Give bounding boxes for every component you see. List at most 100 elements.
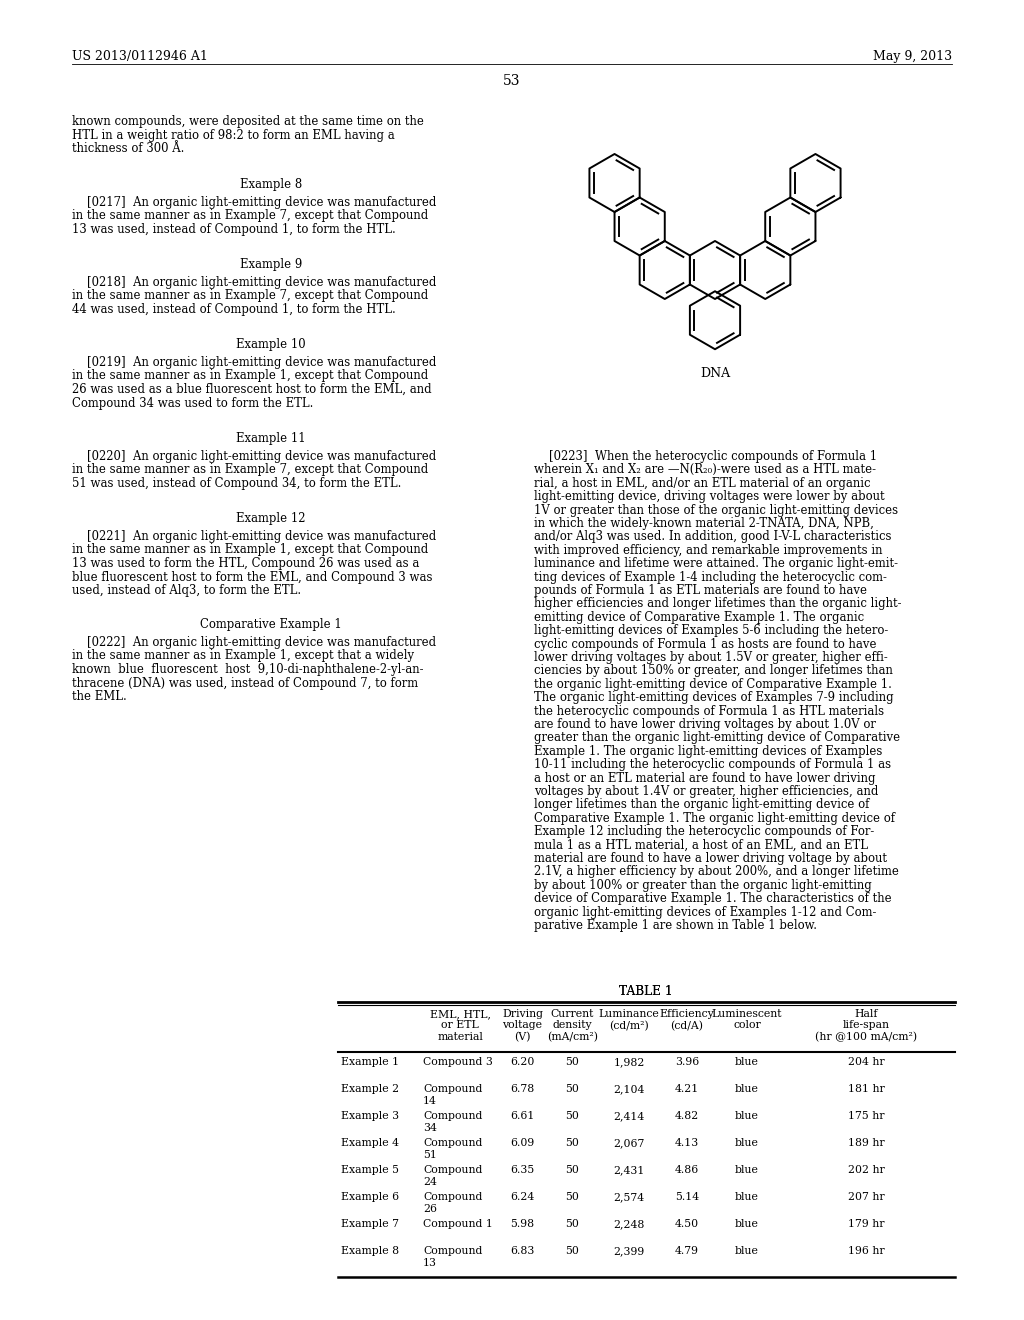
Text: Driving: Driving xyxy=(502,1008,543,1019)
Text: a host or an ETL material are found to have lower driving: a host or an ETL material are found to h… xyxy=(534,772,876,784)
Text: pounds of Formula 1 as ETL materials are found to have: pounds of Formula 1 as ETL materials are… xyxy=(534,583,867,597)
Text: May 9, 2013: May 9, 2013 xyxy=(872,50,952,63)
Text: 4.21: 4.21 xyxy=(675,1084,699,1094)
Text: are found to have lower driving voltages by about 1.0V or: are found to have lower driving voltages… xyxy=(534,718,876,731)
Text: 204 hr: 204 hr xyxy=(848,1057,885,1067)
Text: Example 8: Example 8 xyxy=(240,178,302,191)
Text: [0222]  An organic light-emitting device was manufactured: [0222] An organic light-emitting device … xyxy=(72,636,436,649)
Text: 13 was used, instead of Compound 1, to form the HTL.: 13 was used, instead of Compound 1, to f… xyxy=(72,223,395,236)
Text: the heterocyclic compounds of Formula 1 as HTL materials: the heterocyclic compounds of Formula 1 … xyxy=(534,705,884,718)
Text: ciencies by about 150% or greater, and longer lifetimes than: ciencies by about 150% or greater, and l… xyxy=(534,664,893,677)
Text: US 2013/0112946 A1: US 2013/0112946 A1 xyxy=(72,50,208,63)
Text: 4.79: 4.79 xyxy=(675,1246,699,1257)
Text: [0219]  An organic light-emitting device was manufactured: [0219] An organic light-emitting device … xyxy=(72,356,436,370)
Text: The organic light-emitting devices of Examples 7-9 including: The organic light-emitting devices of Ex… xyxy=(534,692,894,704)
Text: 1,982: 1,982 xyxy=(613,1057,645,1067)
Text: 26 was used as a blue fluorescent host to form the EML, and: 26 was used as a blue fluorescent host t… xyxy=(72,383,432,396)
Text: light-emitting device, driving voltages were lower by about: light-emitting device, driving voltages … xyxy=(534,490,885,503)
Text: light-emitting devices of Examples 5-6 including the hetero-: light-emitting devices of Examples 5-6 i… xyxy=(534,624,888,638)
Text: blue: blue xyxy=(735,1166,759,1175)
Text: mula 1 as a HTL material, a host of an EML, and an ETL: mula 1 as a HTL material, a host of an E… xyxy=(534,838,868,851)
Text: blue: blue xyxy=(735,1111,759,1121)
Text: material are found to have a lower driving voltage by about: material are found to have a lower drivi… xyxy=(534,851,887,865)
Text: blue: blue xyxy=(735,1246,759,1257)
Text: [0218]  An organic light-emitting device was manufactured: [0218] An organic light-emitting device … xyxy=(72,276,436,289)
Text: (V): (V) xyxy=(514,1032,530,1043)
Text: 4.82: 4.82 xyxy=(675,1111,699,1121)
Text: 189 hr: 189 hr xyxy=(848,1138,885,1148)
Text: 6.83: 6.83 xyxy=(510,1246,535,1257)
Text: 10-11 including the heterocyclic compounds of Formula 1 as: 10-11 including the heterocyclic compoun… xyxy=(534,758,891,771)
Text: blue: blue xyxy=(735,1192,759,1203)
Text: Example 6: Example 6 xyxy=(341,1192,399,1203)
Text: blue: blue xyxy=(735,1138,759,1148)
Text: DNA: DNA xyxy=(700,367,730,380)
Text: Example 1. The organic light-emitting devices of Examples: Example 1. The organic light-emitting de… xyxy=(534,744,883,758)
Text: the organic light-emitting device of Comparative Example 1.: the organic light-emitting device of Com… xyxy=(534,677,892,690)
Text: in the same manner as in Example 1, except that a widely: in the same manner as in Example 1, exce… xyxy=(72,649,414,663)
Text: density: density xyxy=(553,1020,592,1031)
Text: rial, a host in EML, and/or an ETL material of an organic: rial, a host in EML, and/or an ETL mater… xyxy=(534,477,870,490)
Text: thickness of 300 Å.: thickness of 300 Å. xyxy=(72,143,184,154)
Text: the EML.: the EML. xyxy=(72,690,127,704)
Text: greater than the organic light-emitting device of Comparative: greater than the organic light-emitting … xyxy=(534,731,900,744)
Text: Example 9: Example 9 xyxy=(240,257,302,271)
Text: 179 hr: 179 hr xyxy=(848,1218,885,1229)
Text: ting devices of Example 1-4 including the heterocyclic com-: ting devices of Example 1-4 including th… xyxy=(534,570,887,583)
Text: 50: 50 xyxy=(565,1057,580,1067)
Text: (cd/A): (cd/A) xyxy=(671,1020,703,1031)
Text: Example 5: Example 5 xyxy=(341,1166,399,1175)
Text: 2,431: 2,431 xyxy=(613,1166,645,1175)
Text: 44 was used, instead of Compound 1, to form the HTL.: 44 was used, instead of Compound 1, to f… xyxy=(72,304,395,315)
Text: in which the widely-known material 2-TNATA, DNA, NPB,: in which the widely-known material 2-TNA… xyxy=(534,517,873,531)
Text: 1V or greater than those of the organic light-emitting devices: 1V or greater than those of the organic … xyxy=(534,504,898,516)
Text: 196 hr: 196 hr xyxy=(848,1246,885,1257)
Text: Compound: Compound xyxy=(423,1111,482,1121)
Text: thracene (DNA) was used, instead of Compound 7, to form: thracene (DNA) was used, instead of Comp… xyxy=(72,676,418,689)
Text: 5.98: 5.98 xyxy=(510,1218,535,1229)
Text: 50: 50 xyxy=(565,1246,580,1257)
Text: 2,399: 2,399 xyxy=(613,1246,645,1257)
Text: device of Comparative Example 1. The characteristics of the: device of Comparative Example 1. The cha… xyxy=(534,892,892,906)
Text: 2,574: 2,574 xyxy=(613,1192,644,1203)
Text: Example 4: Example 4 xyxy=(341,1138,399,1148)
Text: in the same manner as in Example 7, except that Compound: in the same manner as in Example 7, exce… xyxy=(72,210,428,223)
Text: known compounds, were deposited at the same time on the: known compounds, were deposited at the s… xyxy=(72,115,424,128)
Text: in the same manner as in Example 1, except that Compound: in the same manner as in Example 1, exce… xyxy=(72,370,428,383)
Text: in the same manner as in Example 7, except that Compound: in the same manner as in Example 7, exce… xyxy=(72,463,428,477)
Text: 34: 34 xyxy=(423,1123,437,1133)
Text: Example 12: Example 12 xyxy=(237,512,306,525)
Text: Compound 3: Compound 3 xyxy=(423,1057,493,1067)
Text: Current: Current xyxy=(551,1008,594,1019)
Text: blue fluorescent host to form the EML, and Compound 3 was: blue fluorescent host to form the EML, a… xyxy=(72,570,432,583)
Text: EML, HTL,: EML, HTL, xyxy=(429,1008,490,1019)
Text: 26: 26 xyxy=(423,1204,437,1214)
Text: Comparative Example 1: Comparative Example 1 xyxy=(200,618,342,631)
Text: voltage: voltage xyxy=(503,1020,543,1031)
Text: Half: Half xyxy=(855,1008,879,1019)
Text: 6.78: 6.78 xyxy=(510,1084,535,1094)
Text: 53: 53 xyxy=(503,74,521,88)
Text: 50: 50 xyxy=(565,1192,580,1203)
Text: material: material xyxy=(437,1032,483,1041)
Text: in the same manner as in Example 7, except that Compound: in the same manner as in Example 7, exce… xyxy=(72,289,428,302)
Text: 181 hr: 181 hr xyxy=(848,1084,885,1094)
Text: luminance and lifetime were attained. The organic light-emit-: luminance and lifetime were attained. Th… xyxy=(534,557,898,570)
Text: cyclic compounds of Formula 1 as hosts are found to have: cyclic compounds of Formula 1 as hosts a… xyxy=(534,638,877,651)
Text: Comparative Example 1. The organic light-emitting device of: Comparative Example 1. The organic light… xyxy=(534,812,895,825)
Text: 5.14: 5.14 xyxy=(675,1192,699,1203)
Text: Example 2: Example 2 xyxy=(341,1084,399,1094)
Text: (mA/cm²): (mA/cm²) xyxy=(547,1032,598,1043)
Text: Compound: Compound xyxy=(423,1192,482,1203)
Text: known  blue  fluorescent  host  9,10-di-naphthalene-2-yl-an-: known blue fluorescent host 9,10-di-naph… xyxy=(72,663,424,676)
Text: 2,104: 2,104 xyxy=(613,1084,645,1094)
Text: 14: 14 xyxy=(423,1096,437,1106)
Text: 3.96: 3.96 xyxy=(675,1057,699,1067)
Text: TABLE 1: TABLE 1 xyxy=(620,985,673,998)
Text: [0217]  An organic light-emitting device was manufactured: [0217] An organic light-emitting device … xyxy=(72,195,436,209)
Text: (cd/m²): (cd/m²) xyxy=(609,1020,649,1031)
Text: 175 hr: 175 hr xyxy=(848,1111,885,1121)
Text: higher efficiencies and longer lifetimes than the organic light-: higher efficiencies and longer lifetimes… xyxy=(534,598,901,610)
Text: Compound: Compound xyxy=(423,1246,482,1257)
Text: longer lifetimes than the organic light-emitting device of: longer lifetimes than the organic light-… xyxy=(534,799,869,812)
